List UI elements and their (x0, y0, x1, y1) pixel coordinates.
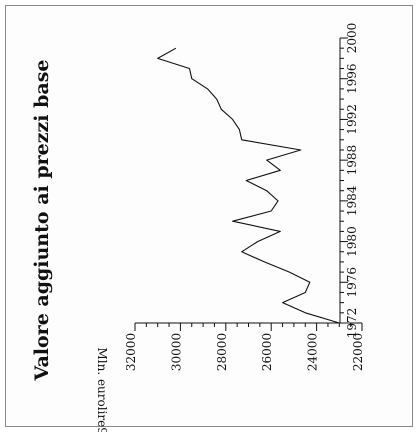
y-tick-label: 24000 (306, 333, 320, 371)
x-tick-label: 1976 (345, 267, 359, 298)
axes: 1972197619801984198819921996200022000240… (124, 23, 365, 371)
x-tick-label: 1980 (345, 226, 359, 257)
x-tick-label: 1988 (345, 145, 359, 176)
x-tick-label: 1996 (345, 63, 359, 94)
y-tick-label: 30000 (169, 333, 183, 371)
chart-title: Valore aggiunto ai prezzi base (31, 59, 53, 381)
x-tick-label: 1984 (345, 185, 359, 216)
y-tick-label: 26000 (260, 333, 274, 371)
y-tick-label: 32000 (124, 333, 138, 371)
y-tick-label: 22000 (351, 333, 365, 371)
x-tick-label: 1992 (345, 104, 359, 135)
y-axis-label: Mln. eurolire95 (95, 347, 109, 432)
series-group (157, 47, 340, 324)
x-tick-label: 2000 (345, 23, 359, 54)
series-line (157, 47, 340, 324)
chart-frame (5, 5, 413, 427)
y-tick-label: 28000 (215, 333, 229, 371)
